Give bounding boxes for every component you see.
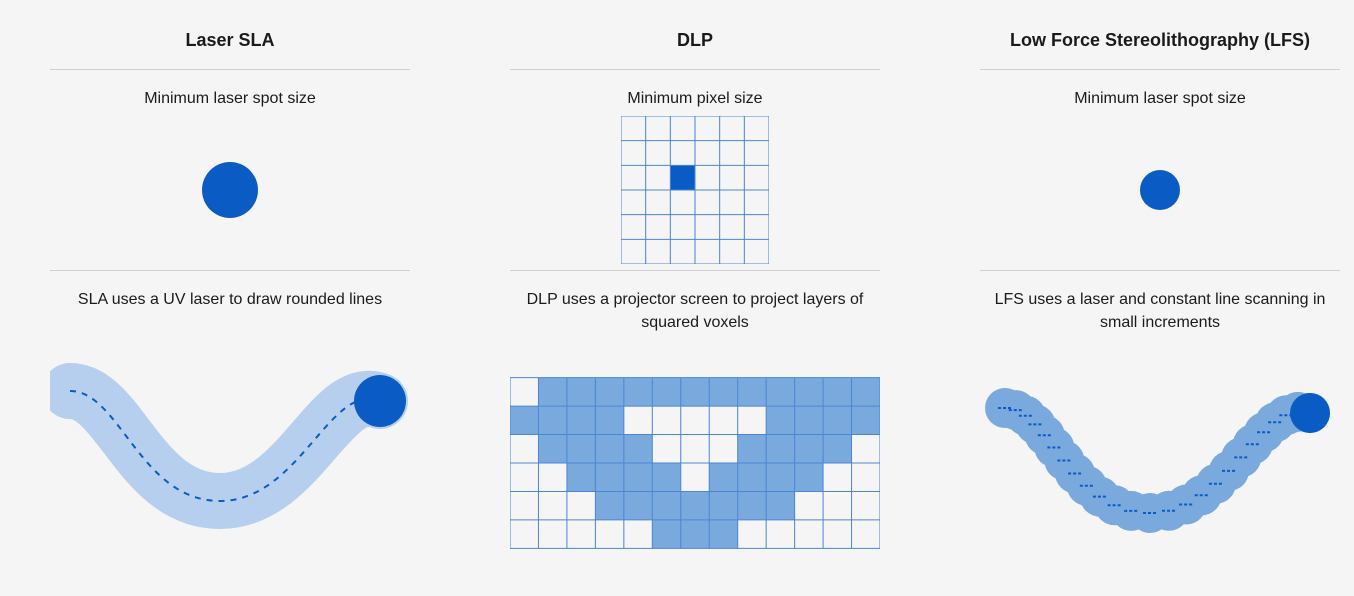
panel-subtitle: Minimum pixel size <box>627 88 762 110</box>
panel-lfs: Low Force Stereolithography (LFS) Minimu… <box>930 0 1354 596</box>
laser-spot-small-icon <box>1130 160 1190 220</box>
voxel-wave-icon <box>510 373 880 553</box>
stepped-circles-icon <box>980 373 1340 553</box>
pixel-grid-icon <box>621 116 769 264</box>
laser-spot-icon <box>190 150 270 230</box>
divider-line <box>510 69 880 70</box>
panel-title: Low Force Stereolithography (LFS) <box>1010 30 1310 51</box>
sla-spot-graphic <box>190 120 270 260</box>
panel-sla: Laser SLA Minimum laser spot size SLA us… <box>0 0 460 596</box>
panel-description: LFS uses a laser and constant line scann… <box>980 289 1340 334</box>
panel-description: DLP uses a projector screen to project l… <box>510 289 880 334</box>
lfs-spot-graphic <box>1130 120 1190 260</box>
sla-wave-graphic <box>50 327 410 576</box>
divider-line <box>50 270 410 271</box>
divider-line <box>980 69 1340 70</box>
divider-line <box>50 69 410 70</box>
panel-subtitle: Minimum laser spot size <box>144 88 316 110</box>
panel-title: Laser SLA <box>185 30 274 51</box>
lfs-stepped-graphic <box>980 349 1340 576</box>
smooth-wave-icon <box>50 351 410 551</box>
panel-subtitle: Minimum laser spot size <box>1074 88 1246 110</box>
panel-dlp: DLP Minimum pixel size DLP uses a projec… <box>460 0 930 596</box>
divider-line <box>980 270 1340 271</box>
dlp-pixel-graphic <box>621 120 769 260</box>
panel-description: SLA uses a UV laser to draw rounded line… <box>78 289 382 311</box>
panel-title: DLP <box>677 30 713 51</box>
dlp-voxel-graphic <box>510 349 880 576</box>
divider-line <box>510 270 880 271</box>
